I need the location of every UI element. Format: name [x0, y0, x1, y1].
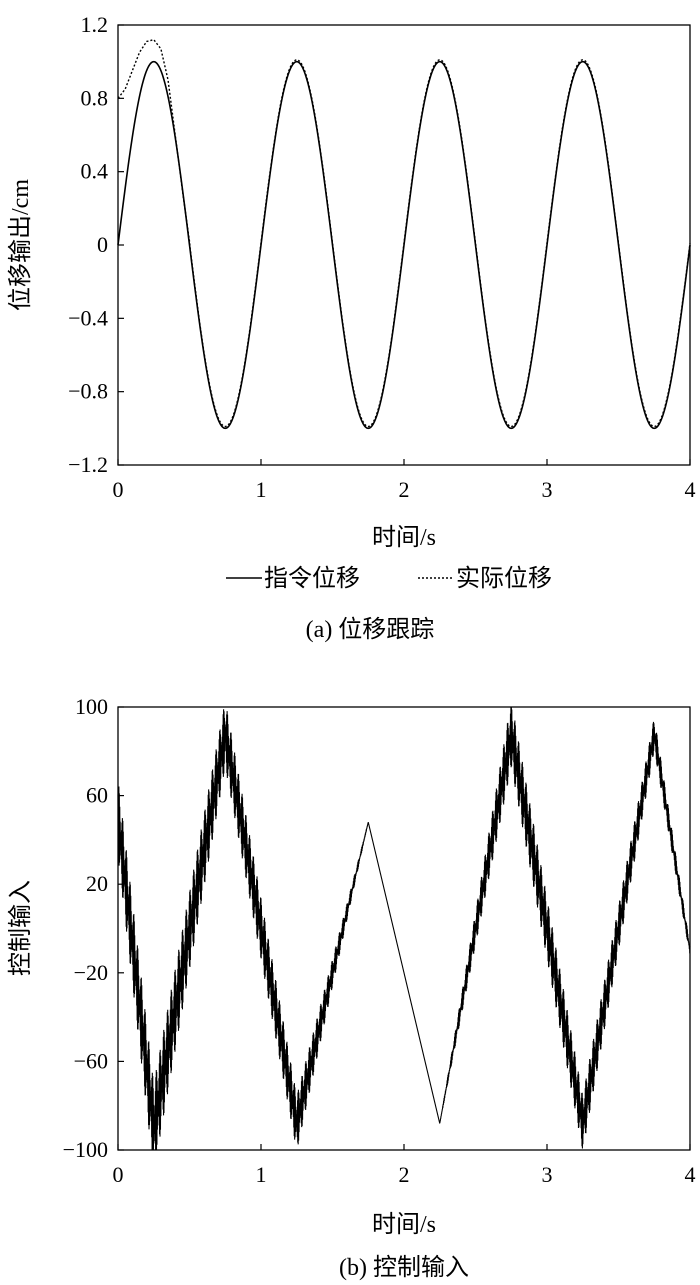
y-tick-label: −100 [63, 1137, 108, 1162]
x-axis-title: 时间/s [372, 524, 436, 551]
x-ticks: 0 1 2 3 4 [113, 1144, 696, 1187]
y-tick-label: 0 [97, 232, 108, 257]
x-ticks: 0 1 2 3 4 [113, 459, 696, 502]
y-tick-label: −0.8 [68, 379, 108, 404]
y-tick-label: 60 [86, 783, 108, 808]
x-axis-title: 时间/s [372, 1211, 436, 1238]
y-tick-label: 1.2 [81, 12, 109, 37]
x-tick-label: 0 [113, 1162, 124, 1187]
series-group [117, 706, 691, 1151]
x-tick-label: 0 [113, 477, 124, 502]
y-axis-title: 控制输入 [7, 880, 34, 976]
x-tick-label: 1 [256, 1162, 267, 1187]
legend: 指令位移 实际位移 [226, 565, 552, 592]
y-ticks: 100 60 20 −20 −60 −100 [63, 694, 124, 1162]
caption-b: (b) 控制输入 [339, 1254, 469, 1281]
series-control-input [117, 706, 691, 1151]
x-tick-label: 4 [685, 477, 696, 502]
x-tick-label: 4 [685, 1162, 696, 1187]
y-tick-label: 100 [75, 694, 108, 719]
caption-a: (a) 位移跟踪 [306, 616, 435, 643]
legend-label-actual: 实际位移 [456, 565, 552, 592]
x-tick-label: 3 [542, 477, 553, 502]
series-command-displacement [117, 60, 691, 430]
y-axis-title: 位移输出/cm [7, 179, 34, 311]
y-ticks: 1.2 0.8 0.4 0 −0.4 −0.8 −1.2 [68, 12, 124, 477]
plot-frame [117, 706, 691, 1151]
y-tick-label: −60 [74, 1048, 108, 1073]
series-actual-displacement [117, 38, 691, 428]
y-tick-label: −1.2 [68, 452, 108, 477]
x-tick-label: 3 [542, 1162, 553, 1187]
y-tick-label: 0.8 [81, 85, 109, 110]
x-tick-label: 2 [399, 1162, 410, 1187]
x-tick-label: 1 [256, 477, 267, 502]
y-tick-label: −0.4 [68, 305, 108, 330]
legend-label-command: 指令位移 [264, 565, 360, 592]
chart-control-input: 100 60 20 −20 −60 −100 0 1 2 3 4 控制输入 时间/s (b) 控制… [7, 694, 696, 1281]
y-tick-label: 20 [86, 871, 108, 896]
series-group [117, 38, 691, 430]
x-tick-label: 2 [399, 477, 410, 502]
y-tick-label: 0.4 [81, 159, 109, 184]
chart-displacement-tracking: 1.2 0.8 0.4 0 −0.4 −0.8 −1.2 0 1 2 3 4 位移输出/cm 时间/… [7, 12, 696, 643]
y-tick-label: −20 [74, 960, 108, 985]
